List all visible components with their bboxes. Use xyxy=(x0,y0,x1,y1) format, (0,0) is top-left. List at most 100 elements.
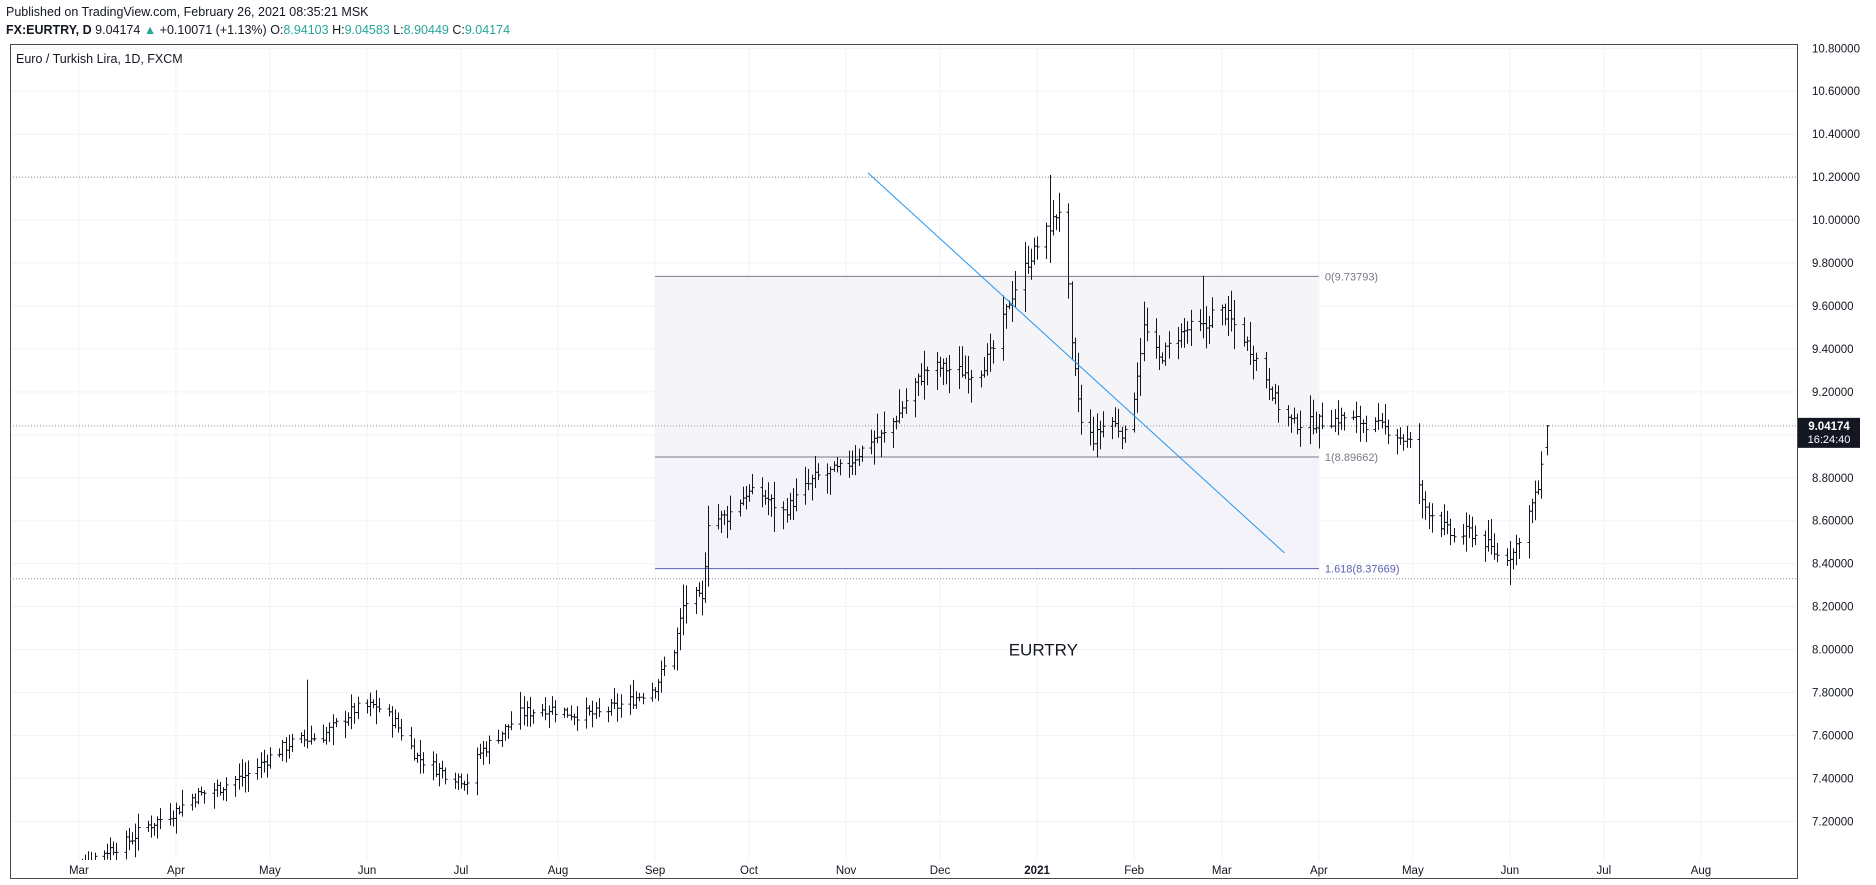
ohlc-bar xyxy=(1511,548,1516,570)
ohlc-bar xyxy=(265,754,270,778)
ohlc-bar xyxy=(1013,271,1018,308)
ohlc-bar xyxy=(518,691,523,730)
ohlc-bar xyxy=(1336,400,1341,436)
ohlc-bar xyxy=(1467,514,1472,539)
ohlc-bar xyxy=(1461,524,1466,545)
y-tick-label: 7.20000 xyxy=(1812,816,1854,828)
y-tick-label: 10.20000 xyxy=(1812,172,1860,184)
ohlc-bar xyxy=(1354,401,1359,434)
ohlc-bar xyxy=(233,776,238,797)
ohlc-bar xyxy=(146,820,151,833)
ohlc-bar xyxy=(547,705,552,729)
ohlc-bar xyxy=(587,705,592,716)
ohlc-bar xyxy=(706,505,711,587)
ohlc-bar xyxy=(356,696,361,720)
ohlc-bar xyxy=(1464,512,1469,552)
ohlc-bar xyxy=(377,697,382,713)
ohlc-bar xyxy=(346,712,351,726)
ohlc-bar xyxy=(1495,543,1500,563)
x-tick-label: Feb xyxy=(1124,865,1144,877)
x-tick-label: Oct xyxy=(740,865,759,877)
ohlc-bar xyxy=(1101,411,1106,438)
ohlc-bar xyxy=(177,805,182,815)
price-badge xyxy=(1798,417,1860,448)
price-badge-countdown: 16:24:40 xyxy=(1808,434,1851,446)
ohlc-bar xyxy=(62,873,66,885)
high-label: H: xyxy=(332,23,345,37)
ohlc-bar xyxy=(327,722,332,742)
ohlc-bar xyxy=(1423,491,1428,520)
ohlc-bar xyxy=(262,749,267,773)
ohlc-bar xyxy=(882,411,887,443)
ohlc-bar xyxy=(828,466,833,495)
ohlc-bar xyxy=(1026,245,1031,274)
x-tick-label: Jun xyxy=(1501,865,1520,877)
y-tick-label: 9.20000 xyxy=(1812,387,1854,399)
x-tick-label: Mar xyxy=(69,865,89,877)
ohlc-bar xyxy=(697,582,702,597)
ohlc-bar xyxy=(853,445,858,476)
x-tick-label: Apr xyxy=(167,865,185,877)
ohlc-bar xyxy=(806,468,811,491)
ohlc-bar xyxy=(550,696,555,715)
y-tick-label: 7.40000 xyxy=(1812,773,1854,785)
ohlc-bar xyxy=(180,789,185,817)
ohlc-bar xyxy=(91,851,92,860)
ohlc-bar xyxy=(875,413,880,444)
ohlc-bar xyxy=(531,709,536,724)
ohlc-bar xyxy=(1032,237,1037,265)
ohlc-bar xyxy=(108,837,113,860)
y-tick-label: 10.80000 xyxy=(1812,43,1860,55)
ohlc-bar xyxy=(193,793,198,808)
ohlc-bar xyxy=(565,707,570,718)
ohlc-bar xyxy=(1116,408,1121,438)
y-tick-label: 7.60000 xyxy=(1812,730,1854,742)
ohlc-bar xyxy=(371,699,376,709)
ohlc-bar xyxy=(1163,342,1168,366)
ohlc-bar xyxy=(268,747,273,769)
ohlc-bar xyxy=(1057,192,1062,232)
ohlc-bar xyxy=(1342,412,1347,431)
ohlc-bar xyxy=(443,767,448,785)
x-tick-label: Jul xyxy=(454,865,469,877)
trendline xyxy=(867,172,1285,554)
ohlc-bar xyxy=(1232,300,1237,350)
ohlc-bar xyxy=(462,780,467,791)
ohlc-bar xyxy=(481,741,486,765)
ohlc-bar xyxy=(838,459,843,476)
annotation-text: EURTRY xyxy=(1009,641,1078,660)
up-arrow-icon: ▲ xyxy=(143,23,157,37)
ohlc-bar xyxy=(904,388,909,414)
ohlc-bar xyxy=(684,585,689,624)
ohlc-bar xyxy=(509,711,514,731)
y-tick-label: 8.00000 xyxy=(1812,645,1854,657)
ohlc-bar xyxy=(1473,525,1478,546)
ohlc-bar xyxy=(781,501,786,530)
ohlc-bar xyxy=(1452,528,1457,543)
ohlc-bar xyxy=(1442,504,1447,536)
ohlc-bar xyxy=(641,692,646,705)
ohlc-bar xyxy=(1401,434,1406,451)
ohlc-bar xyxy=(149,815,154,838)
plot-area xyxy=(10,44,1798,885)
ohlc-bar xyxy=(584,697,589,729)
symbol-label: FX:EURTRY, D xyxy=(6,23,92,37)
chart-header: Published on TradingView.com, February 2… xyxy=(6,4,510,38)
y-tick-label: 8.80000 xyxy=(1812,473,1854,485)
y-tick-label: 10.40000 xyxy=(1812,129,1860,141)
ohlc-bar xyxy=(1373,417,1378,433)
ohlc-bar xyxy=(1536,480,1541,495)
x-tick-label: May xyxy=(1402,865,1424,877)
ohlc-bar xyxy=(1329,409,1334,429)
ohlc-bar xyxy=(259,752,264,778)
ohlc-bar xyxy=(105,843,110,860)
ohlc-bar xyxy=(522,696,527,726)
ohlc-bar xyxy=(305,679,310,749)
ohlc-bar xyxy=(174,802,179,834)
ohlc-bar xyxy=(280,739,285,762)
ohlc-bar xyxy=(412,738,417,761)
close-value: 9.04174 xyxy=(464,23,511,37)
ohlc-bar xyxy=(196,788,201,805)
x-tick-label: Apr xyxy=(1310,865,1328,877)
